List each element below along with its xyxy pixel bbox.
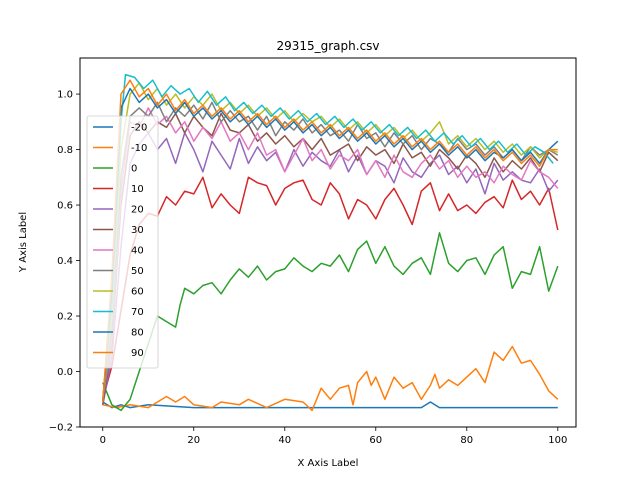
series-line-11	[102, 79, 558, 403]
legend-label: 0	[131, 164, 137, 175]
series-line-4	[102, 132, 559, 405]
series-line-0	[102, 401, 558, 409]
series-layer	[102, 73, 559, 412]
series-line-6	[102, 107, 559, 400]
legend-label: 40	[131, 246, 144, 257]
series-line-1	[102, 345, 559, 412]
legend-label: 90	[131, 348, 144, 359]
ticks-layer: 0 20 40 60 80 100−0.20.00.20.40.60.81.0	[49, 90, 568, 446]
y-tick-label: 0.4	[57, 256, 73, 267]
series-line-3	[102, 176, 559, 400]
legend-label: -20	[131, 123, 147, 134]
series-line-10	[102, 87, 559, 403]
y-tick-label: 0.0	[57, 367, 73, 378]
legend-label: -10	[131, 143, 147, 154]
x-tick-label: 20	[187, 435, 200, 446]
y-tick-label: 0.2	[57, 312, 73, 323]
y-tick-label: 1.0	[57, 90, 73, 101]
legend-label: 70	[131, 307, 144, 318]
x-tick-label: 40	[278, 435, 291, 446]
x-tick-label: 100	[548, 435, 567, 446]
legend-box	[86, 115, 159, 369]
y-axis-label: Y Axis Label	[18, 212, 29, 273]
plot-frame	[79, 57, 577, 428]
x-tick-label: 60	[369, 435, 382, 446]
legend-label: 80	[131, 328, 144, 339]
legend-label: 10	[131, 184, 144, 195]
y-tick-label: 0.8	[57, 145, 73, 156]
chart-title: 29315_graph.csv	[276, 39, 379, 53]
series-line-2	[102, 232, 559, 412]
y-tick-label: −0.2	[49, 423, 73, 434]
legend-label: 50	[131, 266, 144, 277]
x-tick-label: 0	[100, 435, 106, 446]
x-axis-label: X Axis Label	[298, 458, 359, 469]
legend-label: 60	[131, 287, 144, 298]
legend-label: 30	[131, 225, 144, 236]
legend-label: 20	[131, 205, 144, 216]
series-line-5	[102, 112, 559, 405]
x-tick-label: 80	[460, 435, 473, 446]
y-tick-label: 0.6	[57, 201, 73, 212]
legend: -20 -10 0 10 20 30 40 50 60 70 80 90	[86, 115, 159, 369]
series-line-9	[102, 73, 554, 400]
